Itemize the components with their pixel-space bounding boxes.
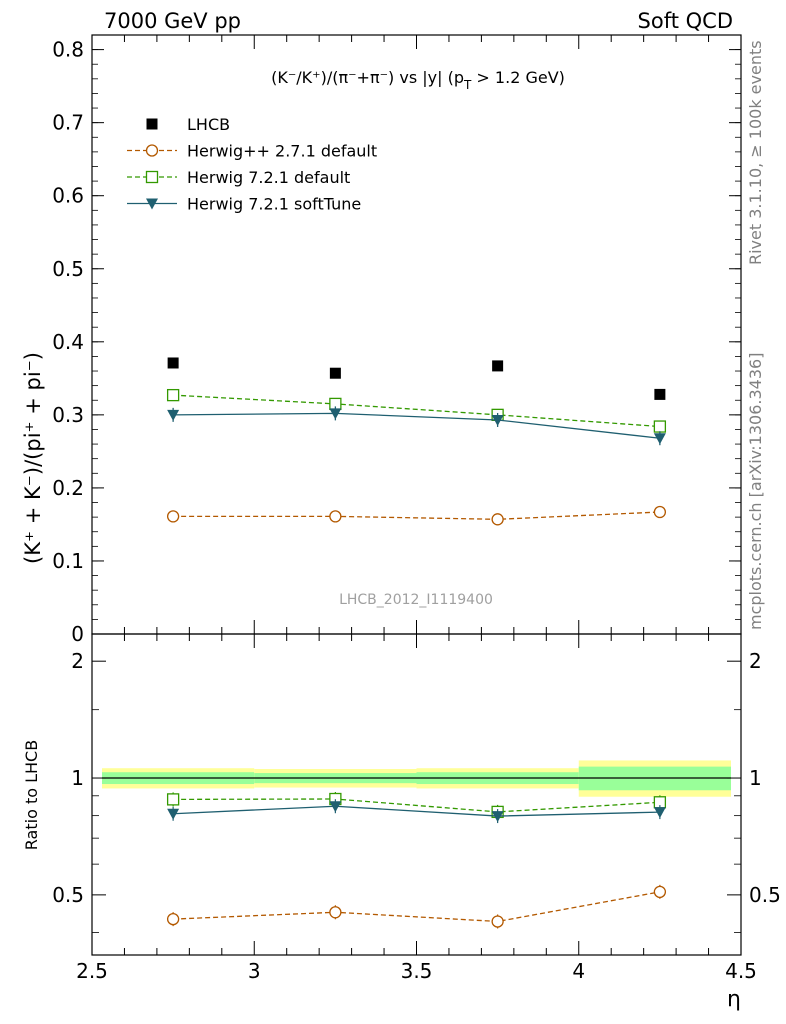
legend-label: Herwig 7.2.1 default <box>187 168 350 187</box>
main-series-line <box>173 412 660 439</box>
ratio-ytick-label: 1 <box>71 766 84 790</box>
main-data-point <box>653 433 666 445</box>
ratio-plot-frame <box>91 633 742 956</box>
legend-label: Herwig 7.2.1 softTune <box>187 195 361 214</box>
main-ytick-label: 0.2 <box>52 476 84 500</box>
main-data-point <box>653 420 667 433</box>
ratio-plot-content: 2.5 3 3.5 4 4.5 0.5 0.5 1 1 2 2 <box>52 634 781 983</box>
main-data-point <box>329 510 342 523</box>
main-ytick-label: 0.6 <box>52 184 84 208</box>
main-data-point <box>491 414 504 426</box>
ratio-xtick-label: 4.5 <box>725 959 757 983</box>
main-ytick-label: 0.3 <box>52 403 84 427</box>
legend-label: Herwig++ 2.7.1 default <box>187 142 377 161</box>
main-series <box>167 357 666 400</box>
ratio-series <box>166 884 667 929</box>
ratio-series <box>167 799 666 824</box>
ratio-data-point <box>166 793 180 806</box>
ratio-data-point <box>491 915 504 928</box>
ratio-ylabel: Ratio to LHCB <box>22 740 41 850</box>
main-ytick-label: 0 <box>71 622 84 646</box>
legend-label: LHCB <box>187 115 230 134</box>
header-right: Soft QCD <box>638 9 733 33</box>
main-series <box>166 388 667 433</box>
ratio-ytick-label-right: 1 <box>749 766 762 790</box>
legend: LHCB Herwig++ 2.7.1 default Herwig 7.2.1 d… <box>127 115 377 214</box>
mcplots-label: mcplots.cern.ch [arXiv:1306.3436] <box>746 353 765 630</box>
main-data-point <box>167 357 179 369</box>
main-data-point <box>329 367 341 379</box>
ratio-xtick-label: 3 <box>248 959 261 983</box>
ratio-data-point <box>653 885 667 899</box>
main-ytick-label: 0.1 <box>52 549 84 573</box>
main-plot-title: (K⁻/K⁺)/(π⁻+π⁻) vs |y| (pT > 1.2 GeV) <box>271 68 565 92</box>
main-data-point <box>166 388 180 402</box>
ratio-series-line <box>173 891 660 923</box>
ratio-data-point <box>329 801 342 813</box>
main-data-point <box>329 408 342 420</box>
main-data-point <box>167 409 180 421</box>
header-left: 7000 GeV pp <box>104 9 241 33</box>
main-data-point <box>166 510 180 523</box>
ratio-ytick-label-right: 2 <box>749 649 762 673</box>
main-plot-content: 0 0.1 0.2 0.3 0.4 0.5 0.6 0.7 0.8 <box>52 35 742 646</box>
main-ytick-label: 0.8 <box>52 38 84 62</box>
main-ylabel: (K⁺ + K⁻)/(pi⁺ + pi⁻) <box>21 352 45 564</box>
legend-marker <box>146 198 158 210</box>
main-series-line <box>173 511 660 520</box>
ratio-data-point <box>167 808 180 820</box>
main-data-point <box>653 505 667 519</box>
main-data-point <box>654 388 666 400</box>
main-series <box>167 406 666 446</box>
legend-marker <box>145 144 159 157</box>
main-ytick-label: 0.5 <box>52 257 84 281</box>
main-data-point <box>492 360 504 372</box>
ratio-series-line <box>173 798 660 813</box>
main-series <box>166 505 667 526</box>
ratio-series-line <box>173 805 660 817</box>
main-plot: 0 0.1 0.2 0.3 0.4 0.5 0.6 0.7 0.8 (K⁻/K⁺)/(π⁻+π⁻… <box>21 34 742 646</box>
legend-marker <box>146 118 158 130</box>
ratio-data-point <box>166 912 180 926</box>
ratio-data-point <box>329 906 342 919</box>
xlabel: η <box>727 987 741 1012</box>
legend-marker <box>145 170 159 184</box>
ratio-xtick-label: 4 <box>572 959 585 983</box>
ratio-xtick-label: 2.5 <box>76 959 108 983</box>
title-subscript: T <box>463 78 472 92</box>
ratio-ytick-label: 0.5 <box>52 883 84 907</box>
ratio-data-point <box>491 811 504 823</box>
ratio-ytick-label-right: 0.5 <box>749 883 781 907</box>
ratio-ytick-label: 2 <box>71 649 84 673</box>
main-series-line <box>173 394 660 428</box>
ratio-xtick-label: 3.5 <box>401 959 433 983</box>
ratio-plot: 2.5 3 3.5 4 4.5 0.5 0.5 1 1 2 2 Ratio to LHCB η <box>22 633 781 1012</box>
main-ytick-label: 0.4 <box>52 330 84 354</box>
main-ytick-label: 0.7 <box>52 111 84 135</box>
rivet-label: Rivet 3.1.10, ≥ 100k events <box>746 40 765 265</box>
watermark: LHCB_2012_I1119400 <box>339 592 493 608</box>
ratio-data-point <box>653 807 666 819</box>
main-data-point <box>491 513 504 526</box>
